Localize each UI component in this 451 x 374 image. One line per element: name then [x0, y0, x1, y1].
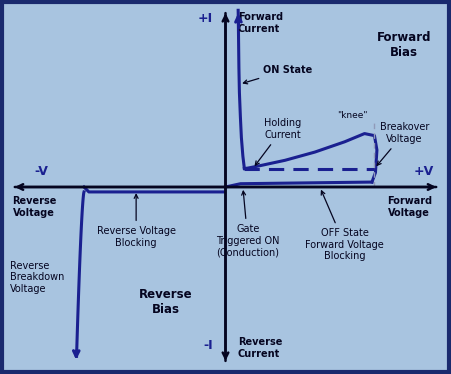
Text: -V: -V [35, 165, 49, 178]
Text: Forward
Voltage: Forward Voltage [387, 196, 432, 218]
Text: -I: -I [203, 339, 213, 352]
Text: Reverse
Bias: Reverse Bias [139, 288, 193, 316]
Text: Forward
Current: Forward Current [238, 12, 283, 34]
Text: Reverse
Breakdown
Voltage: Reverse Breakdown Voltage [9, 261, 64, 294]
Text: +V: +V [414, 165, 434, 178]
Text: Reverse
Voltage: Reverse Voltage [12, 196, 56, 218]
Text: Forward
Bias: Forward Bias [377, 31, 432, 59]
Text: Gate
Triggered ON
(Conduction): Gate Triggered ON (Conduction) [216, 191, 280, 257]
Text: ON State: ON State [244, 65, 312, 84]
Text: Holding
Current: Holding Current [255, 118, 301, 165]
Text: Reverse Voltage
Blocking: Reverse Voltage Blocking [97, 194, 175, 248]
Text: Reverse
Current: Reverse Current [238, 337, 282, 359]
Text: OFF State
Forward Voltage
Blocking: OFF State Forward Voltage Blocking [305, 191, 384, 261]
Text: +I: +I [198, 12, 213, 25]
Text: Breakover
Voltage: Breakover Voltage [377, 122, 429, 165]
Text: "knee": "knee" [337, 111, 368, 120]
